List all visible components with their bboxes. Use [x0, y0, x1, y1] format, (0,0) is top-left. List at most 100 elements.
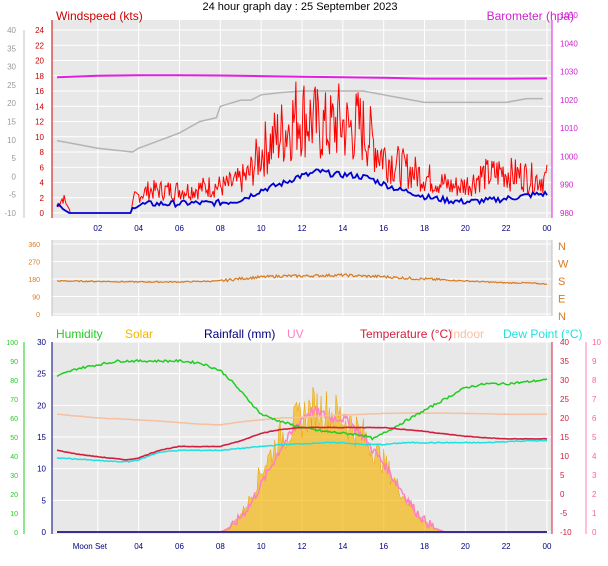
temperature-tick-label: 40: [560, 338, 569, 347]
humidity-x-tick-label: 16: [379, 542, 388, 551]
barometer-tick-label: 1030: [560, 68, 578, 77]
dewpoint-line: [56, 439, 548, 463]
humidity-x-tick-label: 10: [257, 542, 266, 551]
indoor-line: [56, 412, 548, 426]
barometer-tick-label: 1020: [560, 96, 578, 105]
compass-tick-label: N: [558, 311, 566, 323]
legend-label: Humidity: [56, 327, 103, 341]
humidity-x-tick-label: 20: [461, 542, 470, 551]
windspeed-line: [56, 81, 548, 214]
rainfall-tick-label: 0: [42, 528, 47, 537]
windspeed-tick-label: 2: [40, 194, 45, 203]
average-wind-line: [56, 168, 548, 214]
humidity-panel-legend: Humidity Solar Rainfall (mm) UV Temperature …: [56, 327, 582, 341]
wind-outer-tick-label: 0: [12, 172, 17, 181]
rainfall-tick-label: 20: [37, 401, 46, 410]
windspeed-tick-label: 0: [40, 209, 45, 218]
humidity-x-ticks: Moon Set 04 06 08 10 12 14 16 18 20 22 00: [73, 542, 552, 551]
barometer-tick-label: 980: [560, 209, 574, 218]
rainfall-tick-label: 15: [37, 433, 46, 442]
wind-x-tick-label: 12: [298, 224, 307, 233]
wind-x-tick-label: 04: [134, 224, 143, 233]
humidity-x-tick-label: 06: [175, 542, 184, 551]
humidity-tick-label: 30: [10, 473, 18, 480]
rainfall-tick-label: 10: [37, 465, 46, 474]
compass-tick-label: N: [558, 241, 566, 253]
humidity-tick-label: 80: [10, 378, 18, 385]
barometer-line: [56, 74, 548, 80]
uv-tick-label: 9: [592, 357, 597, 366]
humidity-tick-label: 20: [10, 492, 18, 499]
uv-tick-label: 7: [592, 395, 597, 404]
windspeed-axis-label: Windspeed (kts): [56, 9, 143, 23]
wind-outer-tick-label: 20: [7, 99, 16, 108]
temperature-tick-label: 35: [560, 357, 569, 366]
compass-tick-label: W: [558, 259, 569, 271]
wind-outer-tick-label: -5: [9, 191, 17, 200]
wind-x-tick-label: 00: [543, 224, 552, 233]
uv-tick-label: 10: [592, 338, 601, 347]
humidity-x-tick-label: 18: [420, 542, 429, 551]
direction-tick-label: 0: [36, 312, 40, 319]
humidity-tick-label: 90: [10, 359, 18, 366]
temperature-tick-label: 20: [560, 414, 569, 423]
wind-outer-tick-label: 30: [7, 63, 16, 72]
windspeed-tick-label: 6: [40, 163, 45, 172]
humidity-tick-label: 100: [6, 340, 18, 347]
wind-outer-tick-label: 40: [7, 26, 16, 35]
wind-direction-line: [56, 272, 548, 285]
legend-label: Temperature (°C): [360, 327, 452, 341]
wind-x-tick-label: 02: [93, 224, 102, 233]
barometer-axis-label: Barometer (hpa): [487, 9, 574, 23]
wind-outer-tick-label: 25: [7, 81, 16, 90]
wind-x-ticks: 02 04 06 08 10 12 14 16 18 20 22 00: [93, 224, 552, 233]
wind-outer-tick-label: 35: [7, 44, 16, 53]
barometer-tick-label: 990: [560, 181, 574, 190]
wind-x-tick-label: 14: [338, 224, 347, 233]
direction-panel-grid: [52, 240, 552, 316]
wind-x-tick-label: 16: [379, 224, 388, 233]
wind-x-tick-label: 08: [216, 224, 225, 233]
humidity-x-tick-label: Moon Set: [73, 542, 108, 551]
wind-outer-tick-label: 10: [7, 136, 16, 145]
humidity-tick-label: 50: [10, 435, 18, 442]
uv-tick-label: 4: [592, 452, 597, 461]
direction-degree-ticks: 0 90 180 270 360: [28, 242, 40, 319]
wind-x-tick-label: 06: [175, 224, 184, 233]
wind-x-tick-label: 20: [461, 224, 470, 233]
wind-x-tick-label: 18: [420, 224, 429, 233]
temperature-tick-label: 0: [560, 490, 565, 499]
humidity-tick-label: 0: [14, 530, 18, 537]
windspeed-tick-label: 10: [35, 133, 44, 142]
legend-label: UV: [287, 327, 304, 341]
rainfall-ticks: 0 5 10 15 20 25 30: [37, 338, 46, 537]
direction-tick-label: 180: [28, 277, 40, 284]
legend-label: Solar: [125, 327, 153, 341]
rainfall-tick-label: 30: [37, 338, 46, 347]
barometer-tick-label: 1040: [560, 39, 578, 48]
compass-tick-label: S: [558, 276, 565, 288]
temperature-tick-label: 30: [560, 376, 569, 385]
direction-tick-label: 90: [32, 295, 40, 302]
uv-ticks: 0 1 2 3 4 5 6 7 8 9 10: [592, 338, 601, 537]
uv-tick-label: 8: [592, 376, 597, 385]
uv-tick-label: 1: [592, 509, 597, 518]
wind-outer-tick-label: 5: [12, 154, 17, 163]
humidity-x-tick-label: 00: [543, 542, 552, 551]
humidity-tick-label: 40: [10, 454, 18, 461]
windspeed-tick-label: 8: [40, 148, 45, 157]
wind-outer-ticks: -10 -5 0 5 10 15 20 25 30 35 40: [4, 26, 16, 218]
uv-tick-label: 6: [592, 414, 597, 423]
wind-panel-series: [56, 74, 548, 214]
windspeed-tick-label: 20: [35, 57, 44, 66]
temperature-tick-label: 25: [560, 395, 569, 404]
wind-outer-tick-label: 15: [7, 118, 16, 127]
temperature-ticks: -10 -5 0 5 10 15 20 25 30 35 40: [560, 338, 572, 537]
legend-label: Rainfall (mm): [204, 327, 275, 341]
humidity-x-tick-label: 08: [216, 542, 225, 551]
temperature-line: [56, 426, 548, 461]
humidity-x-tick-label: 04: [134, 542, 143, 551]
windspeed-tick-label: 12: [35, 118, 44, 127]
